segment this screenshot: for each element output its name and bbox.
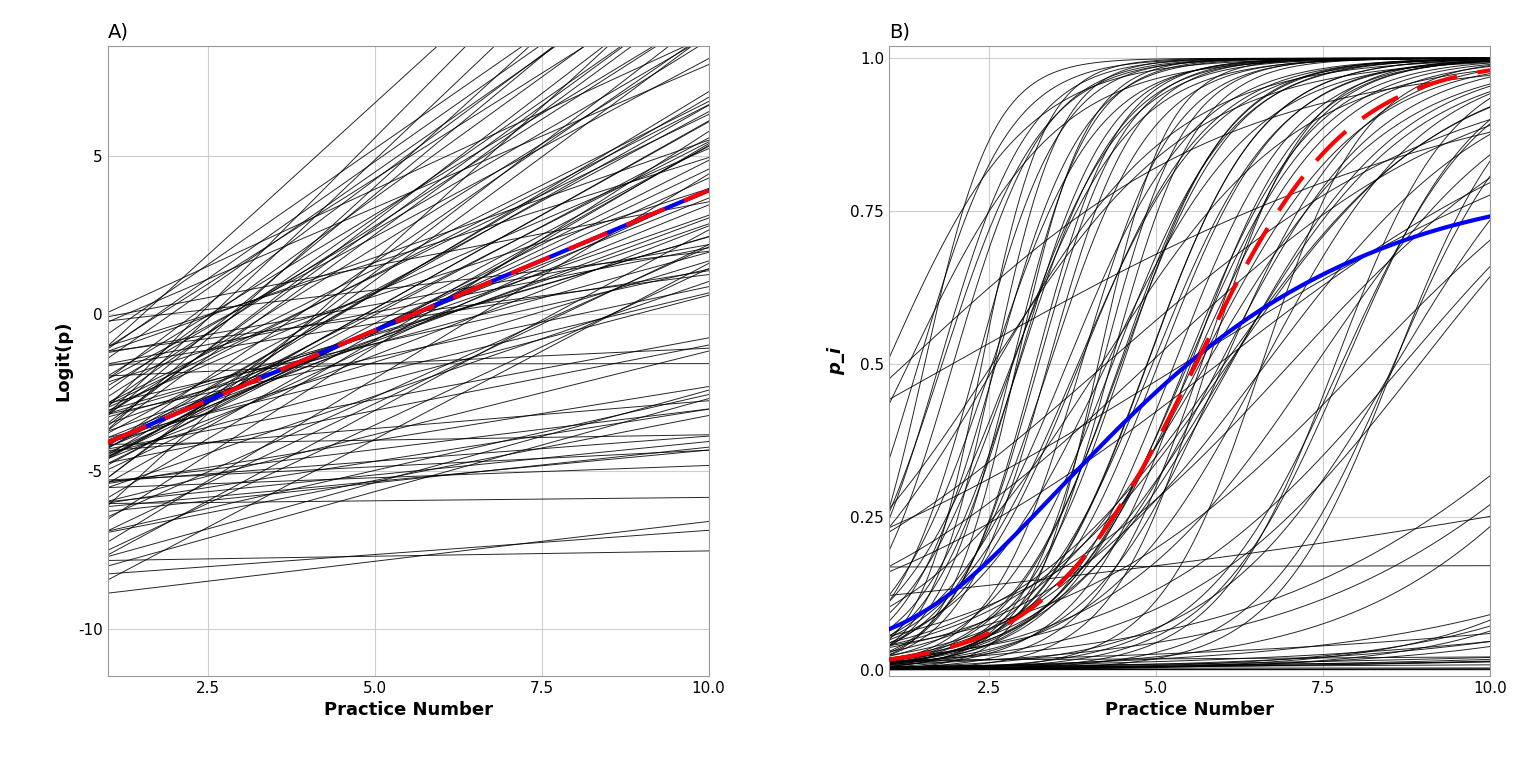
Y-axis label: Logit(p): Logit(p): [54, 321, 72, 401]
Y-axis label: p_i: p_i: [826, 347, 845, 375]
Text: B): B): [889, 23, 909, 41]
X-axis label: Practice Number: Practice Number: [324, 701, 493, 720]
X-axis label: Practice Number: Practice Number: [1104, 701, 1273, 720]
Text: A): A): [108, 23, 129, 41]
